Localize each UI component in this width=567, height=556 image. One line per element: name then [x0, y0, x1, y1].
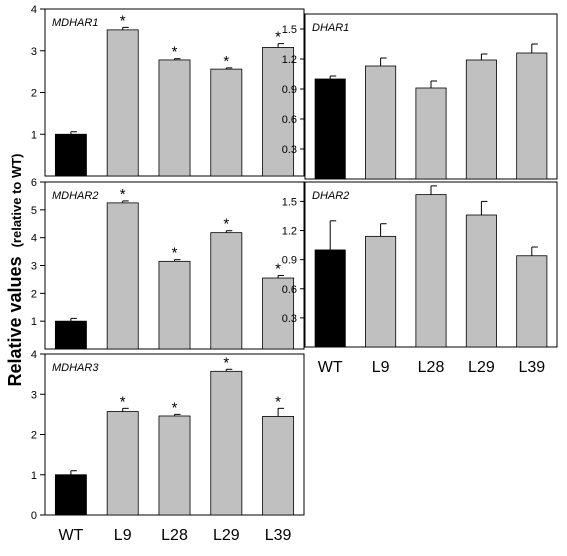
- panel-title: MDHAR3: [52, 362, 99, 374]
- y-axis-label-main: Relative values: [5, 256, 25, 386]
- y-tick-label: 0.3: [282, 313, 297, 325]
- x-tick-label: L29: [213, 527, 240, 544]
- y-tick-label: 0.6: [282, 284, 297, 296]
- significance-star: *: [172, 399, 178, 416]
- y-tick-label: 1.5: [282, 24, 297, 36]
- x-tick-label: WT: [58, 527, 83, 544]
- y-tick-label: 2: [31, 430, 37, 442]
- panel-title: MDHAR1: [52, 17, 98, 29]
- bar-l9: [106, 202, 139, 350]
- x-tick-label: L39: [265, 527, 292, 544]
- bar-l9: [106, 29, 139, 177]
- significance-star: *: [120, 12, 126, 29]
- bar-l39: [516, 255, 548, 348]
- bar-wt: [54, 133, 87, 177]
- y-axis-label: Relative values (relative to WT): [5, 154, 25, 387]
- bar-l29: [210, 370, 243, 516]
- panel-mdhar3: 0 1 2 3 4 MDHAR3 WT * L9 * L28 * L29 * L39: [31, 349, 305, 544]
- y-tick-label: 3: [31, 46, 37, 58]
- bar-l28: [158, 260, 191, 350]
- bar-l39: [262, 277, 295, 350]
- significance-star: *: [172, 245, 178, 262]
- bar-l39: [516, 52, 548, 180]
- panel-dhar1: 0.3 0.6 0.9 1.2 1.5 DHAR1: [282, 13, 558, 180]
- y-tick-label: 1.5: [282, 196, 297, 208]
- y-tick-label: 1: [31, 129, 37, 141]
- panel-title: MDHAR2: [52, 190, 98, 202]
- y-tick-label: 0: [31, 510, 37, 522]
- y-tick-label: 0.6: [282, 114, 297, 126]
- y-tick-label: 1.2: [282, 54, 297, 66]
- y-tick-label: 4: [31, 349, 37, 361]
- bar-l9: [365, 65, 397, 180]
- panel-title: DHAR2: [312, 190, 349, 202]
- bar-l29: [210, 232, 243, 350]
- significance-star: *: [275, 261, 281, 278]
- bar-l28: [415, 87, 447, 180]
- y-tick-label: 0.9: [282, 255, 297, 267]
- significance-star: *: [172, 44, 178, 61]
- bar-l28: [158, 59, 191, 177]
- bar-l39: [262, 47, 295, 177]
- significance-star: *: [223, 216, 229, 233]
- y-tick-label: 5: [31, 205, 37, 217]
- panel-dhar2: 0.3 0.6 0.9 1.2 1.5 DHAR2 WT L9 L28 L29 L39: [282, 181, 558, 376]
- panel-title: DHAR1: [312, 22, 349, 34]
- x-tick-label: L9: [114, 527, 132, 544]
- x-tick-label: L29: [468, 359, 495, 376]
- x-tick-label: L28: [161, 527, 188, 544]
- significance-star: *: [120, 186, 126, 203]
- bar-l9: [106, 411, 139, 516]
- bar-wt: [54, 474, 87, 516]
- significance-star: *: [120, 393, 126, 410]
- bar-wt: [54, 320, 87, 350]
- y-tick-label: 1.2: [282, 226, 297, 238]
- y-tick-label: 3: [31, 389, 37, 401]
- y-tick-label: 0.9: [282, 84, 297, 96]
- y-tick-label: 2: [31, 288, 37, 300]
- significance-star: *: [223, 53, 229, 70]
- bar-l9: [365, 235, 397, 348]
- y-tick-label: 1: [31, 316, 37, 328]
- bar-wt: [314, 249, 346, 348]
- y-axis-label-sub: (relative to WT): [9, 154, 24, 248]
- x-tick-label: L9: [372, 359, 390, 376]
- y-tick-label: 2: [31, 88, 37, 100]
- bar-wt: [314, 78, 346, 180]
- bar-l29: [210, 68, 243, 177]
- x-tick-label: L28: [418, 359, 445, 376]
- significance-star: *: [223, 354, 229, 371]
- bar-l28: [158, 415, 191, 516]
- significance-star: *: [275, 393, 281, 410]
- bar-l39: [262, 415, 295, 516]
- y-tick-label: 3: [31, 261, 37, 273]
- significance-star: *: [275, 29, 281, 46]
- y-tick-label: 1: [31, 470, 37, 482]
- x-tick-label: WT: [318, 359, 343, 376]
- bar-l29: [465, 59, 497, 180]
- y-tick-label: 6: [31, 177, 37, 189]
- bar-l28: [415, 194, 447, 348]
- bar-l29: [465, 214, 497, 348]
- y-tick-label: 0.3: [282, 144, 297, 156]
- y-tick-label: 4: [31, 4, 37, 16]
- x-tick-label: L39: [518, 359, 545, 376]
- y-tick-label: 4: [31, 233, 37, 245]
- panel-mdhar1: 1 2 3 4 MDHAR1 * * * *: [31, 4, 305, 177]
- panel-mdhar2: 1 2 3 4 5 6 MDHAR2 * * * *: [31, 177, 305, 350]
